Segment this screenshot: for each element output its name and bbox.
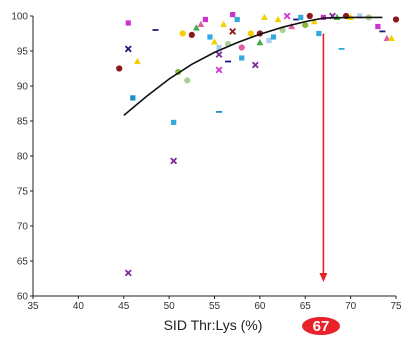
- data-point: [207, 34, 213, 40]
- data-point: [375, 23, 381, 30]
- data-point: [216, 44, 222, 51]
- y-tick-label: 100: [11, 12, 28, 23]
- data-point: [288, 22, 296, 30]
- y-axis-ticks: 60 65 70 75 80 85 90 95 100: [11, 12, 33, 303]
- optimum-marker: [319, 33, 328, 282]
- data-point: [270, 34, 277, 40]
- data-point: [125, 20, 131, 26]
- x-tick-label: 45: [118, 301, 130, 312]
- data-point: [229, 27, 237, 35]
- optimum-badge-shape: [302, 317, 340, 335]
- x-axis-ticks: 35 40 45 50 55 60 65 70 75: [27, 296, 401, 312]
- data-point: [247, 30, 254, 37]
- y-tick-label: 60: [17, 292, 29, 303]
- data-point: [215, 66, 223, 74]
- x-tick-label: 35: [27, 301, 39, 312]
- data-point: [188, 31, 195, 38]
- y-tick-label: 75: [17, 187, 29, 198]
- data-point: [266, 37, 272, 44]
- fit-curve: [123, 16, 383, 117]
- data-point: [230, 12, 236, 18]
- optimum-arrow-head: [319, 273, 328, 282]
- data-point: [251, 61, 259, 69]
- x-tick-label: 60: [254, 301, 266, 312]
- optimum-badge-value: 67: [313, 318, 330, 335]
- data-point: [383, 34, 391, 41]
- data-point: [202, 16, 209, 23]
- x-tick-label: 65: [300, 301, 312, 312]
- data-point: [170, 157, 178, 165]
- data-point: [274, 15, 282, 23]
- x-tick-label: 75: [390, 301, 401, 312]
- y-tick-label: 95: [17, 47, 29, 58]
- data-point: [357, 13, 363, 19]
- data-point: [220, 20, 227, 27]
- x-axis-title: SID Thr:Lys (%): [164, 317, 263, 333]
- data-point: [124, 45, 132, 53]
- data-point: [116, 65, 123, 72]
- data-point: [234, 16, 240, 23]
- data-point: [133, 57, 141, 65]
- x-tick-label: 50: [164, 301, 176, 312]
- data-point: [302, 22, 309, 29]
- data-point: [238, 44, 245, 51]
- optimum-badge: 67: [302, 317, 340, 335]
- x-tick-label: 40: [73, 301, 85, 312]
- data-point: [392, 16, 400, 23]
- data-point: [179, 30, 186, 37]
- data-point: [310, 18, 318, 25]
- data-point: [298, 14, 304, 20]
- data-point: [256, 39, 264, 46]
- data-point: [171, 119, 177, 125]
- axes: [32, 16, 396, 297]
- data-point: [197, 20, 205, 27]
- data-point: [306, 12, 313, 20]
- y-tick-label: 65: [17, 257, 29, 268]
- data-point: [130, 95, 136, 101]
- y-tick-label: 80: [17, 152, 29, 163]
- x-tick-label: 55: [209, 301, 221, 312]
- y-tick-label: 85: [17, 117, 29, 128]
- data-point: [239, 55, 245, 61]
- data-point: [192, 24, 200, 31]
- data-point: [261, 13, 268, 20]
- data-point: [184, 77, 191, 84]
- data-points: [116, 12, 400, 277]
- y-tick-label: 70: [17, 222, 29, 233]
- data-point: [283, 12, 291, 20]
- data-point: [124, 269, 132, 277]
- data-point: [316, 30, 322, 37]
- data-point: [388, 34, 395, 41]
- data-point: [211, 38, 218, 45]
- x-tick-label: 70: [345, 301, 357, 312]
- y-tick-label: 90: [17, 82, 29, 93]
- data-point: [215, 51, 223, 58]
